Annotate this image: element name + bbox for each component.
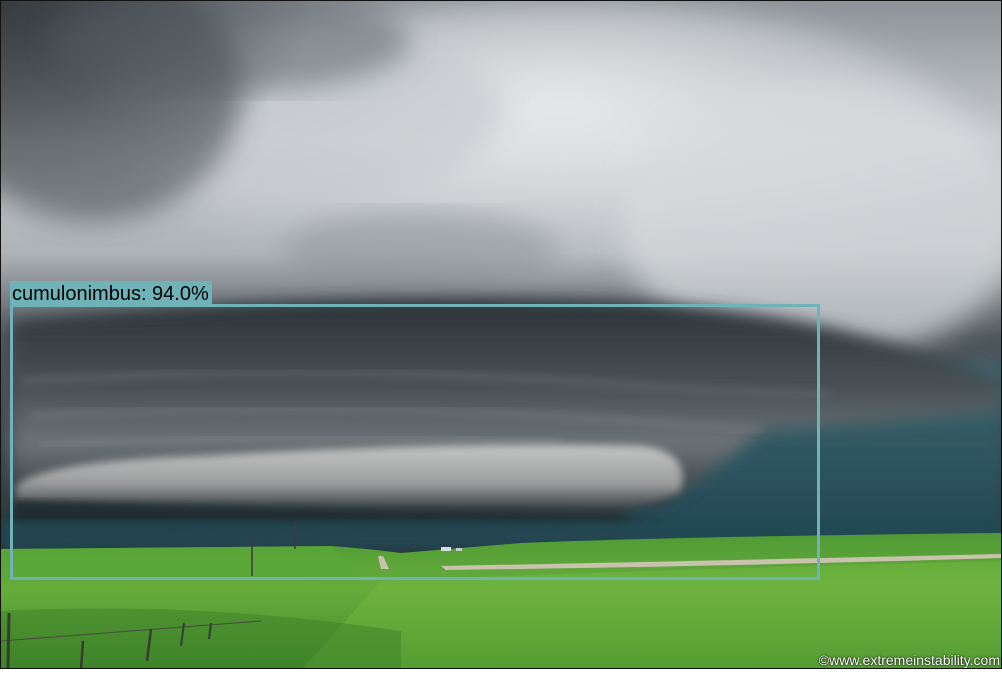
photo-frame: cumulonimbus: 94.0% (0, 0, 1002, 669)
storm-photo (1, 1, 1001, 668)
watermark-text: ©www.extremeinstability.com (818, 652, 1000, 668)
detection-bounding-box (10, 304, 820, 580)
detection-label: cumulonimbus: 94.0% (10, 281, 212, 305)
